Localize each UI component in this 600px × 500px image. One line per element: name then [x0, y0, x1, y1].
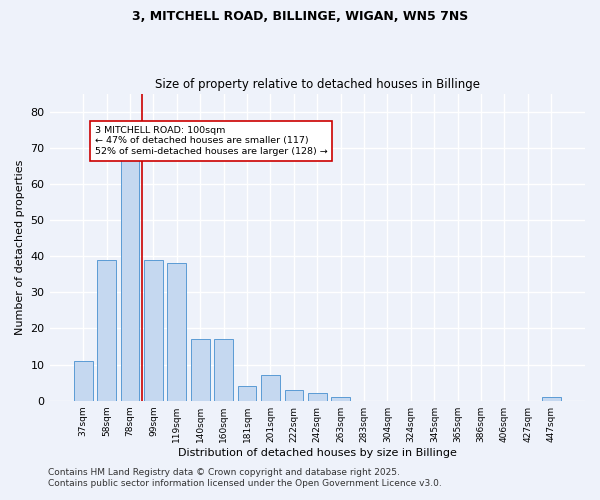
Bar [74, 361, 92, 401]
Bar [331, 397, 350, 400]
Bar [308, 394, 326, 400]
Bar [167, 264, 186, 400]
X-axis label: Distribution of detached houses by size in Billinge: Distribution of detached houses by size … [178, 448, 457, 458]
Bar [261, 376, 280, 400]
Text: 3, MITCHELL ROAD, BILLINGE, WIGAN, WN5 7NS: 3, MITCHELL ROAD, BILLINGE, WIGAN, WN5 7… [132, 10, 468, 23]
Bar [238, 386, 256, 400]
Title: Size of property relative to detached houses in Billinge: Size of property relative to detached ho… [155, 78, 480, 91]
Text: 3 MITCHELL ROAD: 100sqm
← 47% of detached houses are smaller (117)
52% of semi-d: 3 MITCHELL ROAD: 100sqm ← 47% of detache… [95, 126, 328, 156]
Bar [284, 390, 303, 400]
Bar [144, 260, 163, 400]
Bar [191, 340, 209, 400]
Bar [542, 397, 560, 400]
Bar [97, 260, 116, 400]
Bar [121, 158, 139, 400]
Bar [214, 340, 233, 400]
Y-axis label: Number of detached properties: Number of detached properties [15, 160, 25, 335]
Text: Contains HM Land Registry data © Crown copyright and database right 2025.
Contai: Contains HM Land Registry data © Crown c… [48, 468, 442, 487]
